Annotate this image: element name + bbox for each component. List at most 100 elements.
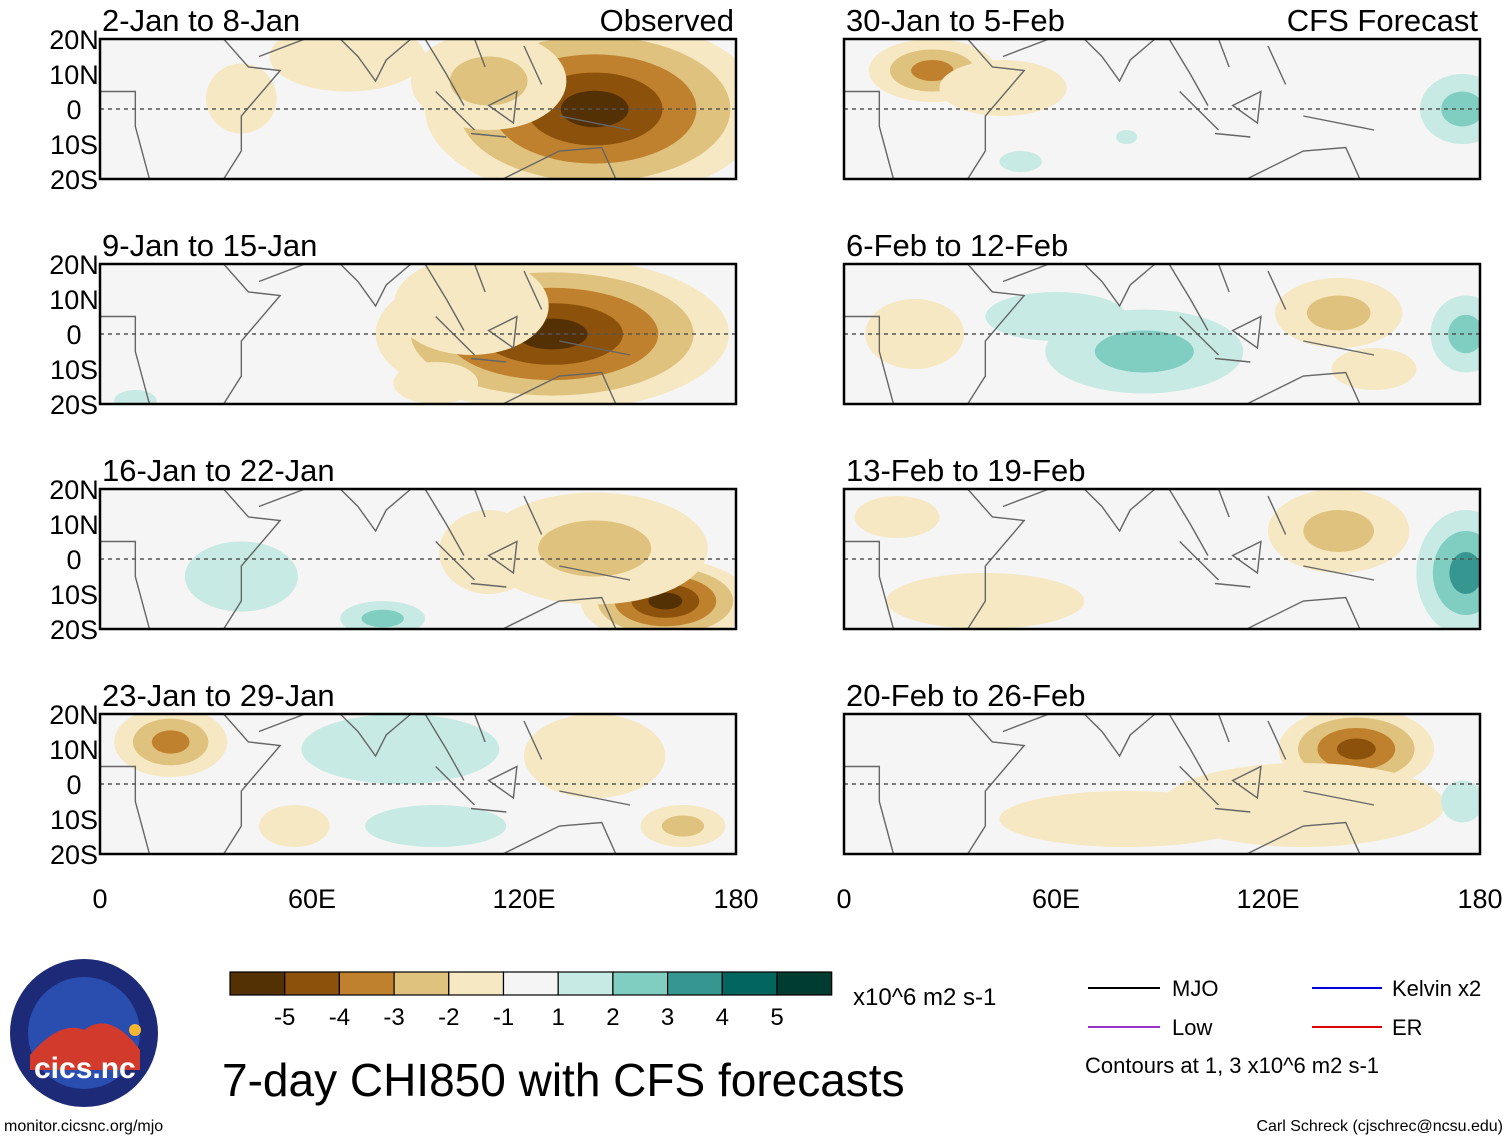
panel-frame <box>842 262 1482 406</box>
colorbar-tick-label: 2 <box>606 1004 619 1031</box>
maritime-continent-coast <box>1168 264 1375 404</box>
x-tick-label: 60E <box>288 884 336 914</box>
panel-frame <box>842 712 1482 856</box>
y-tick-label: 0 <box>66 545 81 575</box>
colorbar-tick-label: 1 <box>552 1004 565 1031</box>
panel-grid: 2-Jan to 8-Jan Observed 20N 10N 0 10S 20S 30-Ja… <box>49 3 1502 914</box>
maritime-continent-coast <box>1168 489 1375 629</box>
panel-frame <box>98 37 738 181</box>
colorbar-tick-label: -2 <box>438 1004 459 1031</box>
panel-date-label: 9-Jan to 15-Jan <box>102 228 317 263</box>
colorbar-swatch <box>448 971 505 996</box>
india-coast <box>1002 489 1156 533</box>
x-tick-label: 180 <box>1457 884 1502 914</box>
colorbar-swatch <box>393 971 450 996</box>
contour-note: Contours at 1, 3 x10^6 m2 s-1 <box>1085 1053 1379 1078</box>
map-panel: 20-Feb to 26-Feb 0 60E 120E 180 <box>836 678 1502 914</box>
panel-source-label: CFS Forecast <box>1287 3 1479 38</box>
legend-low-label: Low <box>1172 1015 1212 1040</box>
colorbar-tick-label: -3 <box>383 1004 404 1031</box>
panel-date-label: 13-Feb to 19-Feb <box>846 453 1086 488</box>
anomaly-contour-fill <box>206 63 277 134</box>
y-tick-label: 10S <box>50 580 98 610</box>
colorbar-swatch <box>666 971 723 996</box>
colorbar-swatch <box>557 971 614 996</box>
footer-credit: Carl Schreck (cjschrec@ncsu.edu) <box>1256 1118 1503 1135</box>
legend-er-label: ER <box>1392 1015 1423 1040</box>
y-tick-label: 20N <box>49 475 99 505</box>
anomaly-contour-fill <box>151 730 190 754</box>
maritime-continent-coast <box>424 714 631 854</box>
anomaly-contour-fill <box>1441 780 1480 823</box>
anomaly-contour-fill <box>1449 552 1480 594</box>
india-coast <box>1002 264 1156 308</box>
panel-date-label: 2-Jan to 8-Jan <box>102 3 300 38</box>
y-tick-label: 20S <box>50 840 98 870</box>
anomaly-field <box>999 714 1480 847</box>
colorbar-units: x10^6 m2 s-1 <box>853 984 996 1011</box>
anomaly-contour-fill <box>854 496 940 538</box>
y-tick-label: 0 <box>66 770 81 800</box>
anomaly-field <box>865 278 1480 394</box>
colorbar-swatch <box>229 971 286 996</box>
y-tick-label: 10N <box>49 735 99 765</box>
y-tick-label: 10S <box>50 355 98 385</box>
anomaly-contour-fill <box>259 805 330 847</box>
india-coast <box>258 714 412 758</box>
colorbar-swatch <box>721 971 778 996</box>
colorbar-tick-label: -4 <box>329 1004 350 1031</box>
anomaly-contour-fill <box>1094 330 1194 373</box>
anomaly-contour-fill <box>449 56 528 106</box>
anomaly-contour-fill <box>865 299 965 369</box>
colorbar: -5 -4 -3 -2 -1 1 2 3 4 5 <box>229 971 833 1031</box>
y-tick-label: 0 <box>66 320 81 350</box>
anomaly-contour-fill <box>365 805 507 847</box>
panel-date-label: 20-Feb to 26-Feb <box>846 678 1086 713</box>
panel-source-label: Observed <box>600 3 734 38</box>
colorbar-tick-label: 4 <box>716 1004 729 1031</box>
cics-logo: cics.nc <box>10 959 158 1107</box>
y-tick-label: 10S <box>50 805 98 835</box>
coastlines <box>100 264 631 404</box>
colorbar-tick-label: -1 <box>493 1004 514 1031</box>
legend-kelvin-label: Kelvin x2 <box>1392 976 1481 1001</box>
anomaly-contour-fill <box>301 714 500 784</box>
colorbar-swatch <box>776 971 833 996</box>
x-tick-label: 60E <box>1032 884 1080 914</box>
y-tick-label: 0 <box>66 95 81 125</box>
logo-mountain-shape <box>30 1023 140 1070</box>
panel-date-label: 23-Jan to 29-Jan <box>102 678 335 713</box>
maritime-continent-coast <box>1168 714 1375 854</box>
anomaly-contour-fill <box>269 39 426 92</box>
colorbar-swatch <box>338 971 395 996</box>
panel-date-label: 6-Feb to 12-Feb <box>846 228 1068 263</box>
map-panel: 30-Jan to 5-Feb CFS Forecast <box>842 3 1482 181</box>
map-panel: 6-Feb to 12-Feb <box>842 228 1482 406</box>
anomaly-contour-fill <box>524 714 666 798</box>
maritime-continent-coast <box>424 489 631 629</box>
anomaly-contour-fill <box>393 362 479 404</box>
y-tick-label: 20N <box>49 25 99 55</box>
anomaly-contour-fill <box>985 292 1127 341</box>
colorbar-tick-label: 3 <box>661 1004 674 1031</box>
footer-url: monitor.cicsnc.org/mjo <box>4 1118 163 1135</box>
india-coast <box>258 264 412 308</box>
y-tick-label: 10N <box>49 60 99 90</box>
maritime-continent-coast <box>424 39 631 179</box>
panel-date-label: 16-Jan to 22-Jan <box>102 453 335 488</box>
logo-sun <box>129 1024 141 1036</box>
india-coast <box>1002 714 1156 758</box>
anomaly-field <box>868 39 1480 172</box>
anomaly-contour-fill <box>1303 510 1374 552</box>
colorbar-swatch <box>284 971 341 996</box>
india-coast <box>258 489 412 533</box>
map-panel: 13-Feb to 19-Feb <box>842 453 1482 631</box>
panel-frame <box>842 487 1482 631</box>
coastlines <box>100 489 631 629</box>
anomaly-contour-fill <box>939 60 1067 116</box>
logo-wordmark: cics.nc <box>34 1052 136 1085</box>
y-tick-label: 10N <box>49 285 99 315</box>
